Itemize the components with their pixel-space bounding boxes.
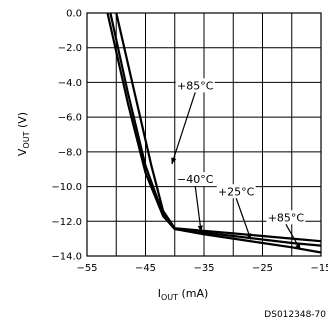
annotation-arrow-line (235, 198, 252, 240)
y-tick-label: 0.0 (66, 9, 82, 20)
x-tick-label: −45 (135, 263, 156, 274)
annotation-background (175, 78, 215, 93)
y-tick-label: −6.0 (58, 113, 82, 124)
y-tick-label: −10.0 (51, 182, 82, 193)
y-tick-label: −8.0 (58, 147, 82, 158)
annotation-arrowhead (246, 232, 252, 240)
annotation-background (266, 210, 306, 225)
annotations: +85°C −40°C +25°C +85°C (171, 78, 306, 251)
annotation-arrowhead (197, 225, 203, 232)
annotation-arrowhead (171, 157, 177, 165)
annotation-label: −40°C (177, 173, 214, 186)
plot-frame (86, 12, 322, 257)
x-tick-label: −25 (252, 263, 273, 274)
annotation-background (216, 184, 256, 199)
y-axis-title: VOUT (V) (16, 112, 31, 156)
figure-id: DS012348-70 (264, 310, 326, 320)
x-axis-title: IOUT (mA) (158, 287, 209, 302)
annotation-arrow-line (171, 92, 196, 165)
annotation-label: +85°C (268, 211, 305, 224)
y-tick-label: −2.0 (58, 43, 82, 54)
y-tick-label: −4.0 (58, 78, 82, 89)
series-line (109, 12, 322, 247)
x-tick-label: −15 (310, 263, 328, 274)
annotation-arrowhead (295, 243, 301, 250)
y-tick-label: −12.0 (51, 217, 82, 228)
annotation-arrow-line (194, 186, 202, 232)
x-tick-label: −35 (193, 263, 214, 274)
series-layer (106, 12, 322, 254)
annotation-label: +25°C (218, 185, 255, 198)
y-tick-label: −14.0 (51, 252, 82, 263)
series-line (115, 12, 322, 243)
x-tick-label: −55 (76, 263, 97, 274)
annotation-background (175, 172, 215, 187)
annotation-label: +85°C (177, 79, 214, 92)
tick-labels: −55 −45 −35 −25 −15 0.0 −2.0 −4.0 −6.0 −8.0 −10.0 −… (51, 9, 328, 275)
